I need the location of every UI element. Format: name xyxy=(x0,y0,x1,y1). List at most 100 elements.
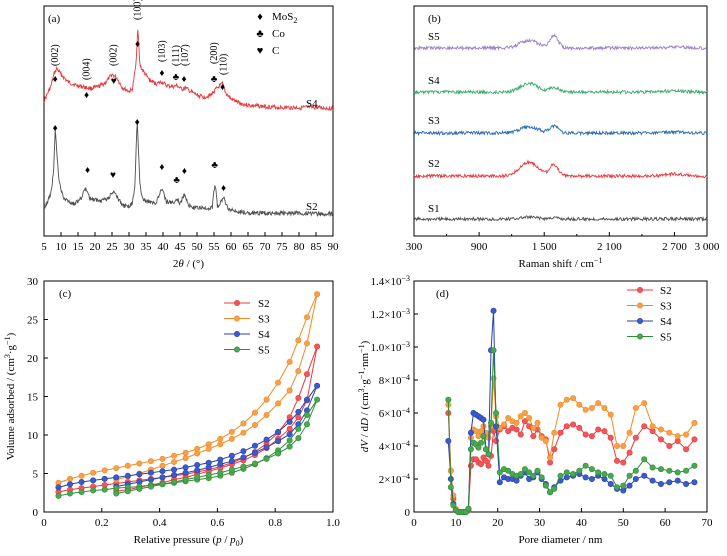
xrd-marker: ♦ xyxy=(159,68,164,79)
xrd-x-tick-label: 25 xyxy=(107,241,119,253)
bjh-point-S5 xyxy=(538,474,545,481)
bjh-point-S4 xyxy=(490,307,497,314)
raman-series-S4 xyxy=(413,81,708,96)
bet-point-S4 xyxy=(159,468,166,475)
raman-label-S3: S3 xyxy=(428,115,440,127)
xrd-hkl-label: (107) xyxy=(180,44,191,66)
bjh-point-S4 xyxy=(674,477,681,484)
bjh-point-S3 xyxy=(513,419,520,426)
bjh-point-S5 xyxy=(626,472,633,479)
xrd-legend-label: Co xyxy=(272,28,285,40)
bjh-point-S4 xyxy=(445,438,452,445)
bet-point-S3 xyxy=(275,400,282,407)
xrd-x-tick-label: 30 xyxy=(124,241,136,253)
bjh-point-S4 xyxy=(496,479,503,486)
bjh-point-S2 xyxy=(530,433,537,440)
bjh-point-S4 xyxy=(649,477,656,484)
xrd-x-tick-label: 40 xyxy=(158,241,170,253)
bet-point-S3 xyxy=(286,387,293,394)
raman-x-tick-label: 2 100 xyxy=(597,241,622,253)
bjh-point-S5 xyxy=(490,347,497,354)
bjh-point-S4 xyxy=(588,475,595,482)
bet-point-S3 xyxy=(228,435,235,442)
bjh-point-S2 xyxy=(570,421,577,428)
bjh-point-S3 xyxy=(666,429,673,436)
bet-point-S4 xyxy=(205,464,212,471)
bjh-point-S2 xyxy=(513,426,520,433)
bet-point-S3 xyxy=(217,441,224,448)
xrd-x-tick-label: 70 xyxy=(260,241,272,253)
bjh-point-S2 xyxy=(649,428,656,435)
bet-legend-label: S2 xyxy=(258,298,270,310)
xrd-x-axis-label: 2θ / (°) xyxy=(173,258,205,270)
bet-point-S5 xyxy=(67,490,74,497)
raman-panel-label: (b) xyxy=(428,13,441,25)
bet-point-S2 xyxy=(286,425,293,432)
bet-point-S3 xyxy=(101,467,108,474)
xrd-marker: ♣ xyxy=(173,175,180,186)
xrd-marker: ♦ xyxy=(182,74,187,85)
bet-point-S5 xyxy=(314,396,321,403)
bet-point-S3 xyxy=(263,411,270,418)
bjh-point-S5 xyxy=(477,439,484,446)
bet-point-S5 xyxy=(295,425,302,432)
xrd-marker: ♦ xyxy=(221,183,226,194)
bet-x-tick-label: 0.2 xyxy=(95,517,109,529)
bjh-plot-frame xyxy=(413,280,708,513)
xrd-hkl-label: (100) xyxy=(133,0,144,20)
bet-point-S5 xyxy=(55,492,62,499)
bjh-point-S5 xyxy=(641,456,648,463)
bet-point-S5 xyxy=(113,485,120,492)
bet-point-S3 xyxy=(113,465,120,472)
bet-x-tick-label: 1.0 xyxy=(326,517,340,529)
bjh-point-S2 xyxy=(666,442,673,449)
bet-point-S5 xyxy=(113,490,120,497)
bjh-point-S3 xyxy=(632,405,639,412)
bjh-point-S2 xyxy=(582,431,589,438)
bjh-point-S3 xyxy=(542,438,549,445)
bjh-point-S5 xyxy=(620,482,627,489)
bet-point-S2 xyxy=(314,343,321,350)
bjh-point-S4 xyxy=(480,416,487,423)
bjh-legend-label: S2 xyxy=(660,285,672,297)
xrd-series-S2 xyxy=(43,122,334,218)
bet-point-S4 xyxy=(171,466,178,473)
bjh-y-tick-label: 1.4×10−3 xyxy=(371,274,410,288)
bjh-point-S5 xyxy=(480,433,487,440)
bet-point-S4 xyxy=(286,431,293,438)
xrd-panel-label: (a) xyxy=(48,13,61,25)
bjh-point-S5 xyxy=(482,446,489,453)
bjh-line-S4 xyxy=(447,310,695,513)
bjh-point-S3 xyxy=(674,433,681,440)
raman-series-S2 xyxy=(413,159,708,180)
xrd-marker: ♦ xyxy=(53,123,58,134)
xrd-x-tick-label: 20 xyxy=(90,241,102,253)
bjh-y-tick-label: 6×10−4 xyxy=(379,406,410,420)
bjh-point-S4 xyxy=(683,480,690,487)
bjh-legend-marker xyxy=(636,286,643,293)
bjh-point-S5 xyxy=(485,451,492,458)
bjh-point-S3 xyxy=(472,428,479,435)
xrd-marker: ♦ xyxy=(135,117,140,128)
bet-point-S4 xyxy=(240,454,247,461)
bjh-point-S2 xyxy=(683,446,690,453)
bjh-point-S3 xyxy=(626,429,633,436)
bjh-point-S2 xyxy=(601,428,608,435)
bet-point-S5 xyxy=(124,488,131,495)
bet-point-S3 xyxy=(171,452,178,459)
bjh-point-S5 xyxy=(632,467,639,474)
bet-point-S3 xyxy=(194,450,201,457)
bet-point-S4 xyxy=(303,396,310,403)
bjh-y-tick-label: 1.2×10−3 xyxy=(371,307,410,321)
raman-x-axis-label: Raman shift / cm−1 xyxy=(519,256,603,270)
bet-point-S3 xyxy=(182,449,189,456)
bet-point-S5 xyxy=(205,472,212,479)
bjh-point-S5 xyxy=(570,471,577,478)
xrd-marker: ♦ xyxy=(85,165,90,176)
bet-point-S5 xyxy=(194,474,201,481)
bjh-point-S5 xyxy=(649,464,656,471)
bet-legend-marker xyxy=(234,330,241,337)
bjh-point-S2 xyxy=(517,431,524,438)
bet-point-S4 xyxy=(228,452,235,459)
xrd-hkl-label: (002) xyxy=(109,44,120,66)
